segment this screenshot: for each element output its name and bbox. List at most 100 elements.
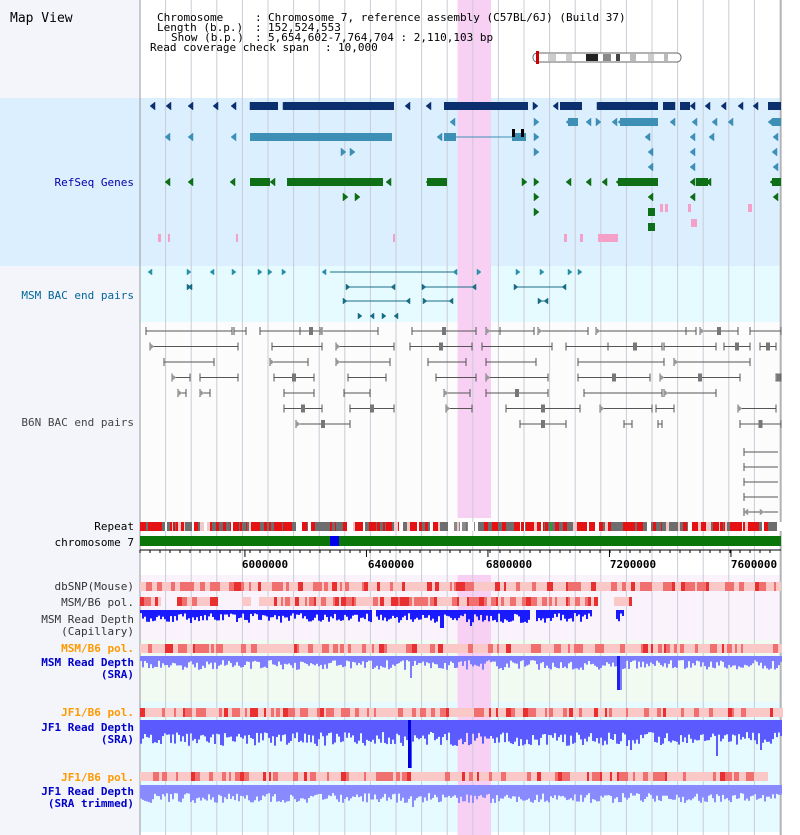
- jf1-depth-trimmed-bar: [622, 785, 624, 794]
- msm-pol-sra-density: [406, 644, 410, 653]
- jf1-depth-sra-bar: [466, 720, 468, 733]
- jf1-depth-trimmed-bar: [764, 785, 766, 802]
- repeat-element: [176, 522, 178, 531]
- jf1-pol-trimmed-density: [195, 772, 200, 781]
- feature-arrow: [772, 162, 779, 172]
- jf1-depth-trimmed-bar: [330, 785, 332, 797]
- jf1-pol-sra-density: [703, 708, 706, 717]
- msm-depth-sra-bar: [254, 656, 256, 661]
- jf1-depth-sra-bar: [446, 720, 448, 741]
- msm-pol-capillary-density: [346, 597, 350, 606]
- jf1-pol-trimmed-density: [597, 772, 600, 781]
- msm-depth-capillary-bar: [542, 610, 544, 619]
- jf1-depth-trimmed-bar: [486, 785, 488, 795]
- msm-depth-sra-bar: [530, 656, 532, 661]
- msm-bac-track-label: MSM BAC end pairs: [21, 289, 134, 302]
- msm-pol-capillary-density: [496, 597, 498, 606]
- jf1-depth-sra-bar: [708, 720, 710, 741]
- jf1-pol-sra-density: [600, 708, 605, 717]
- jf1-pol-sra-density: [444, 708, 446, 717]
- jf1-depth-sra-bar: [626, 720, 628, 746]
- feature-arrow: [552, 101, 559, 111]
- msm-pol-capillary-density: [534, 597, 537, 606]
- msm-depth-sra-bar: [650, 656, 652, 663]
- msm-depth-sra-bar: [520, 656, 522, 662]
- dbsnp-density: [411, 582, 415, 591]
- jf1-depth-trimmed-bar: [538, 785, 540, 802]
- jf1-depth-sra-bar: [286, 720, 288, 745]
- feature-arrow: [689, 147, 696, 157]
- jf1-pol-sra-density: [224, 708, 228, 717]
- msm-depth-sra-bar: [406, 656, 408, 661]
- jf1-pol-trimmed-density: [266, 772, 269, 781]
- jf1-depth-trimmed-label: JF1 Read Depth: [41, 785, 134, 798]
- msm-pol-sra-density: [743, 644, 746, 653]
- feature-arrow: [601, 177, 608, 187]
- dbsnp-density: [180, 582, 185, 591]
- msm-depth-sra-bar: [458, 656, 460, 663]
- msm-pol-sra-density: [356, 644, 358, 653]
- jf1-depth-trimmed-bar: [544, 785, 546, 802]
- msm-depth-sra-bar: [292, 656, 294, 668]
- gene-block: [393, 234, 395, 242]
- length-sep: :: [255, 21, 262, 34]
- msm-depth-sra-bar: [638, 656, 640, 662]
- msm-pol-sra-density: [187, 644, 190, 653]
- msm-depth-sra-bar: [218, 656, 220, 666]
- repeat-element: [508, 522, 509, 531]
- msm-depth-sra-bar: [698, 656, 700, 662]
- msm-pol-sra-density: [289, 644, 294, 653]
- repeat-element: [651, 522, 653, 531]
- feature-arrow: [737, 101, 744, 111]
- jf1-depth-trimmed-bar: [712, 785, 714, 799]
- jf1-depth-sra-bar: [776, 720, 778, 738]
- msm-pol-capillary-density: [329, 597, 333, 606]
- msm-pol-capillary-density: [526, 597, 531, 606]
- jf1-pol-trimmed-density: [558, 772, 562, 781]
- jf1-pol-sra-density: [713, 708, 716, 717]
- jf1-pol-trimmed-density: [579, 772, 583, 781]
- msm-depth-capillary-bar: [346, 610, 348, 617]
- jf1-depth-trimmed-bar: [354, 785, 356, 798]
- msm-pol-capillary-density: [309, 597, 312, 606]
- jf1-depth-sra-bar: [514, 720, 516, 742]
- msm-pol-sra-density: [698, 644, 703, 653]
- jf1-depth-trimmed-bar: [394, 785, 396, 794]
- jf1-depth-sra-bar: [330, 720, 332, 733]
- msm-pol-sra-density: [684, 644, 688, 653]
- repeat-element: [233, 522, 236, 531]
- jf1-pol-sra-density: [178, 708, 183, 717]
- jf1-pol-trimmed-density: [713, 772, 716, 781]
- msm-depth-sra-bar: [284, 656, 286, 664]
- jf1-depth-sra-bar: [238, 720, 240, 734]
- msm-depth-capillary-bar: [182, 610, 184, 617]
- feature-arrow: [340, 147, 347, 157]
- msm-pol-capillary-density: [414, 597, 418, 606]
- jf1-pol-trimmed-density: [754, 772, 756, 781]
- jf1-depth-sra-bar: [542, 720, 544, 735]
- msm-pol-sra-density: [630, 644, 634, 653]
- jf1-depth-sra-bar: [528, 720, 530, 745]
- msm-depth-capillary-bar: [178, 610, 180, 615]
- dbsnp-density: [146, 582, 148, 591]
- msm-depth-capillary-bar: [220, 610, 222, 615]
- msm-depth-capillary-bar: [322, 610, 324, 620]
- jf1-depth-trimmed-bar: [720, 785, 722, 802]
- repeat-element: [283, 522, 287, 531]
- msm-depth-capillary-bar: [464, 610, 466, 614]
- msm-depth-sra-bar: [352, 656, 354, 662]
- dbsnp-density: [157, 582, 160, 591]
- repeat-element: [578, 522, 581, 531]
- jf1-pol-sra-density: [240, 708, 245, 717]
- jf1-pol-trimmed-density: [298, 772, 300, 781]
- repeat-element: [296, 522, 300, 531]
- jf1-pol-sra-density: [598, 708, 600, 717]
- msm-pol-capillary-density: [151, 597, 155, 606]
- jf1-depth-trimmed-bar: [448, 785, 450, 796]
- jf1-depth-sra-bar: [508, 720, 510, 742]
- jf1-pol-trimmed-density: [706, 772, 708, 781]
- jf1-depth-sra-bar: [568, 720, 570, 746]
- dbsnp-density: [766, 582, 771, 591]
- msm-depth-sra-bar: [562, 656, 564, 668]
